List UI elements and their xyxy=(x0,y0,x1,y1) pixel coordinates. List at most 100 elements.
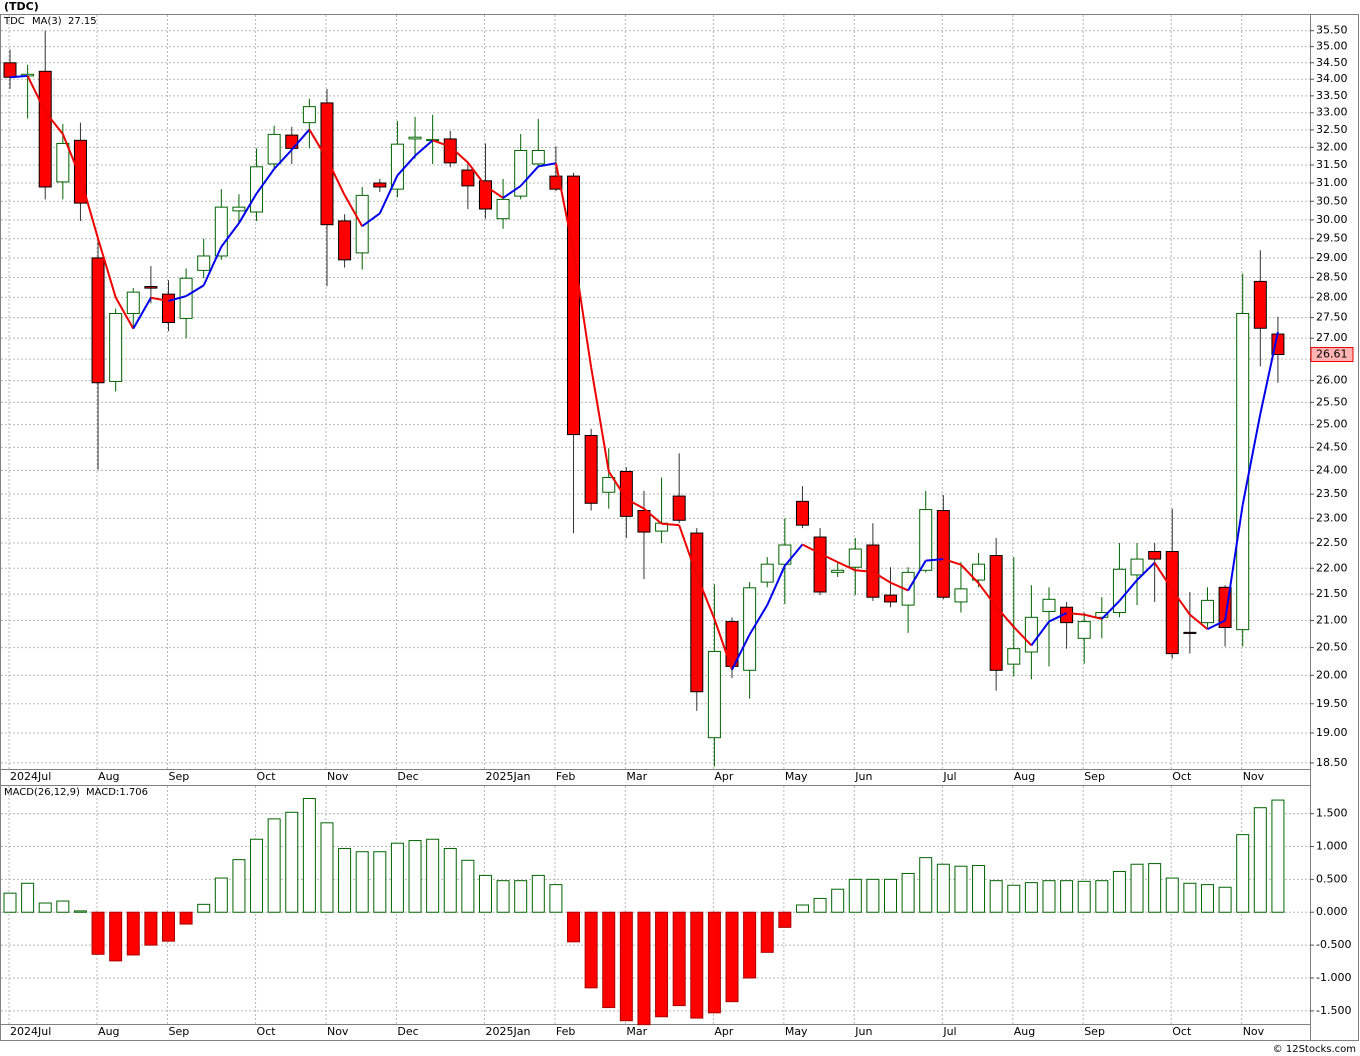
ma-segment xyxy=(1030,620,1050,646)
macd-bar xyxy=(813,897,827,913)
ma-segment xyxy=(484,185,504,199)
ma-segment xyxy=(326,158,346,196)
macd-bar xyxy=(1112,870,1126,913)
ma-segment xyxy=(1189,613,1209,630)
candle-body xyxy=(56,142,70,183)
candle-body xyxy=(1165,551,1179,655)
x-tick-label: Aug xyxy=(1014,770,1035,783)
y-tick-label: 32.50 xyxy=(1316,123,1348,136)
macd-bar xyxy=(443,847,457,913)
candle-body xyxy=(302,106,316,124)
ma-segment xyxy=(97,238,117,298)
macd-bar xyxy=(21,882,35,913)
macd-bar xyxy=(73,910,87,913)
y-tick-label: 18.50 xyxy=(1316,756,1348,769)
ma-segment xyxy=(960,563,980,584)
ma-segment xyxy=(61,133,82,178)
macd-legend: MACD:1.706 xyxy=(86,787,148,798)
macd-bar xyxy=(197,903,211,913)
macd-bar xyxy=(1007,884,1021,913)
macd-bar xyxy=(936,863,950,913)
candle-body xyxy=(848,548,862,568)
candle-body xyxy=(1130,558,1144,576)
y-tick-label: 32.00 xyxy=(1316,140,1348,153)
legend-series: TDC xyxy=(3,16,25,27)
ma-segment xyxy=(766,565,786,606)
ma-segment xyxy=(1241,413,1262,505)
macd-bar xyxy=(161,911,175,942)
macd-bar xyxy=(302,797,316,913)
ma-segment xyxy=(414,139,434,157)
ma-segment xyxy=(185,284,205,297)
macd-bar xyxy=(778,911,792,928)
y-tick-label: 28.00 xyxy=(1316,290,1348,303)
candle-body xyxy=(1236,312,1250,631)
ma-segment xyxy=(449,145,469,164)
y-tick-label: 24.50 xyxy=(1316,440,1348,453)
ma-segment xyxy=(748,604,769,636)
macd-bar xyxy=(795,904,809,913)
candle-body xyxy=(1200,599,1214,624)
x-tick-label: Apr xyxy=(714,770,734,783)
candle-body xyxy=(954,588,968,603)
macd-bar xyxy=(514,880,528,913)
y-tick-label: 30.50 xyxy=(1316,194,1348,207)
candle-body xyxy=(1007,648,1021,665)
last-price-tag xyxy=(1310,347,1354,363)
macd-bar xyxy=(760,911,774,953)
ma-segment xyxy=(361,212,381,228)
candle-body xyxy=(496,198,510,220)
ma-segment xyxy=(220,222,240,248)
macd-bar xyxy=(1236,834,1250,913)
candle-body xyxy=(232,206,246,212)
y-tick-label: 29.00 xyxy=(1316,251,1348,264)
candle-body xyxy=(338,220,352,261)
ma-segment xyxy=(572,251,593,368)
candle-body xyxy=(567,175,581,436)
ma-segment xyxy=(1153,562,1174,591)
ma-segment xyxy=(1013,626,1033,647)
macd-bar xyxy=(1042,880,1056,913)
y-tick-label: -0.500 xyxy=(1316,938,1351,951)
macd-bar xyxy=(56,900,70,913)
x-tick-label: Sep xyxy=(1084,770,1105,783)
x-tick-label: Feb xyxy=(556,1025,575,1038)
macd-bar xyxy=(338,847,352,913)
ma-segment xyxy=(590,367,610,472)
ma-segment xyxy=(467,161,487,187)
candle-body xyxy=(161,293,175,323)
x-tick-label: Dec xyxy=(397,1025,418,1038)
candle-body xyxy=(1042,598,1056,612)
macd-bar xyxy=(373,851,387,913)
ma-segment xyxy=(150,296,169,302)
y-tick-label: 26.00 xyxy=(1316,374,1348,387)
x-tick-label: Dec xyxy=(397,770,418,783)
y-tick-label: 24.00 xyxy=(1316,464,1348,477)
macd-bar xyxy=(672,911,686,1007)
ma-segment xyxy=(695,575,716,620)
candle-body xyxy=(672,495,686,521)
y-tick-label: 34.00 xyxy=(1316,72,1348,85)
ma-segment xyxy=(801,543,821,555)
x-tick-label: Oct xyxy=(1172,1025,1192,1038)
ma-segment xyxy=(661,522,680,527)
macd-bar xyxy=(1024,882,1038,913)
ma-segment xyxy=(378,174,399,214)
candle-body xyxy=(320,102,334,226)
y-tick-label: 28.50 xyxy=(1316,270,1348,283)
y-tick-label: 34.50 xyxy=(1316,56,1348,69)
macd-bar xyxy=(602,911,616,1009)
y-tick-label: 19.00 xyxy=(1316,726,1348,739)
y-tick-label: 20.00 xyxy=(1316,668,1348,681)
ma-segment xyxy=(1118,579,1138,602)
x-tick-label: May xyxy=(785,770,808,783)
macd-bar xyxy=(91,911,105,955)
candle-body xyxy=(919,509,933,571)
ma-segment xyxy=(238,193,258,224)
y-tick-label: 27.00 xyxy=(1316,331,1348,344)
ma-segment xyxy=(943,558,962,566)
macd-bar xyxy=(743,911,757,979)
candle-body xyxy=(461,169,475,187)
macd-bar xyxy=(1183,882,1197,913)
